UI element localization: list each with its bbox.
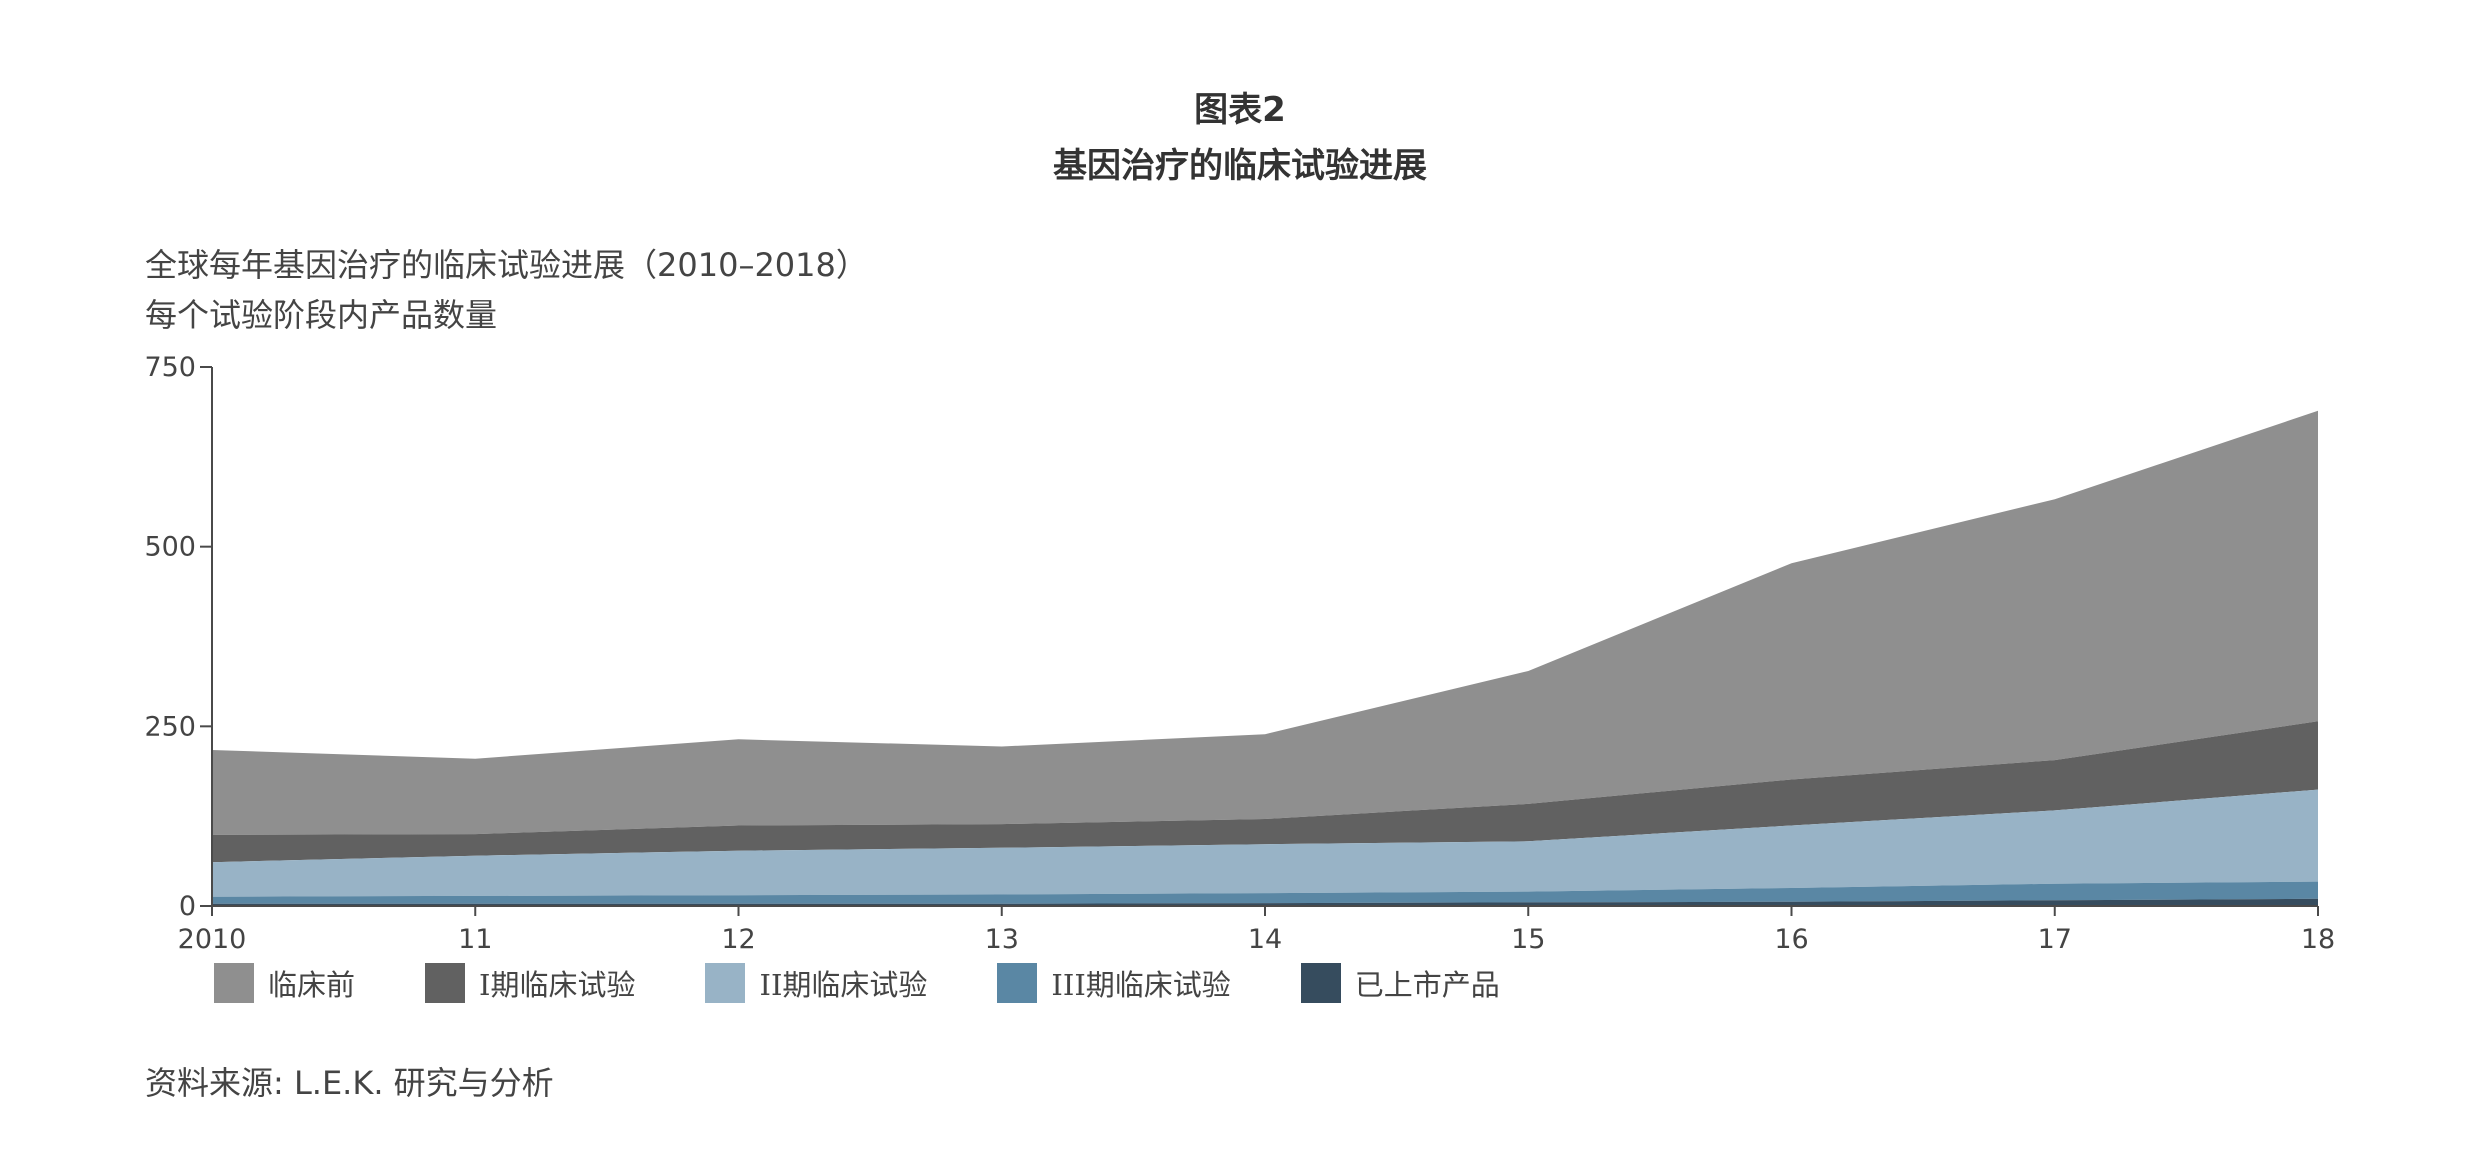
y-tick-label-0: 0 [179, 891, 196, 922]
y-tick-label-3: 750 [144, 352, 196, 383]
chart-subtitle-line2: 每个试验阶段内产品数量 [145, 296, 498, 334]
x-tick-label-7: 17 [2038, 924, 2072, 955]
legend: 临床前 I期临床试验 II期临床试验 III期临床试验 已上市产品 [214, 962, 1570, 1004]
legend-label-0: 临床前 [268, 968, 356, 1002]
area-series-1 [212, 881, 2318, 904]
legend-label-1: I期临床试验 [479, 968, 636, 1002]
legend-swatch-4 [1300, 963, 1341, 1003]
chart-subtitle-line1: 全球每年基因治疗的临床试验进展（2010–2018） [145, 246, 868, 284]
legend-swatch-0 [214, 963, 254, 1003]
legend-label-4: 已上市产品 [1354, 968, 1500, 1002]
x-tick-label-8: 18 [2301, 924, 2335, 955]
legend-swatch-2 [705, 963, 746, 1003]
y-tick-label-2: 500 [144, 532, 196, 563]
x-tick-label-5: 15 [1511, 924, 1545, 955]
area-layers [212, 410, 2318, 906]
legend-swatch-3 [997, 963, 1038, 1003]
legend-item-2: II期临床试验 [705, 962, 927, 1004]
axes: 0 250 500 750 2010 11 12 13 14 15 16 17 18 [144, 352, 2335, 955]
figure-title: 基因治疗的临床试验进展 [1053, 146, 1427, 186]
legend-item-1: I期临床试验 [425, 962, 635, 1004]
x-tick-label-6: 16 [1774, 924, 1808, 955]
area-series-2 [212, 789, 2318, 897]
y-tick-label-1: 250 [144, 711, 196, 742]
legend-label-3: III期临床试验 [1051, 968, 1231, 1002]
legend-swatch-1 [425, 963, 466, 1003]
x-tick-label-0: 2010 [178, 924, 247, 955]
area-series-3 [212, 721, 2318, 863]
x-tick-label-2: 12 [721, 924, 755, 955]
area-series-4 [212, 410, 2318, 835]
figure-number: 图表2 [1194, 90, 1286, 130]
area-series-0 [212, 898, 2318, 906]
x-tick-label-3: 13 [985, 924, 1019, 955]
legend-item-0: 临床前 [214, 962, 355, 1004]
legend-item-4: 已上市产品 [1300, 962, 1500, 1004]
source-note: 资料来源: L.E.K. 研究与分析 [145, 1064, 554, 1102]
x-tick-label-1: 11 [458, 924, 492, 955]
legend-item-3: III期临床试验 [997, 962, 1231, 1004]
x-tick-label-4: 14 [1248, 924, 1282, 955]
legend-label-2: II期临床试验 [759, 968, 928, 1002]
